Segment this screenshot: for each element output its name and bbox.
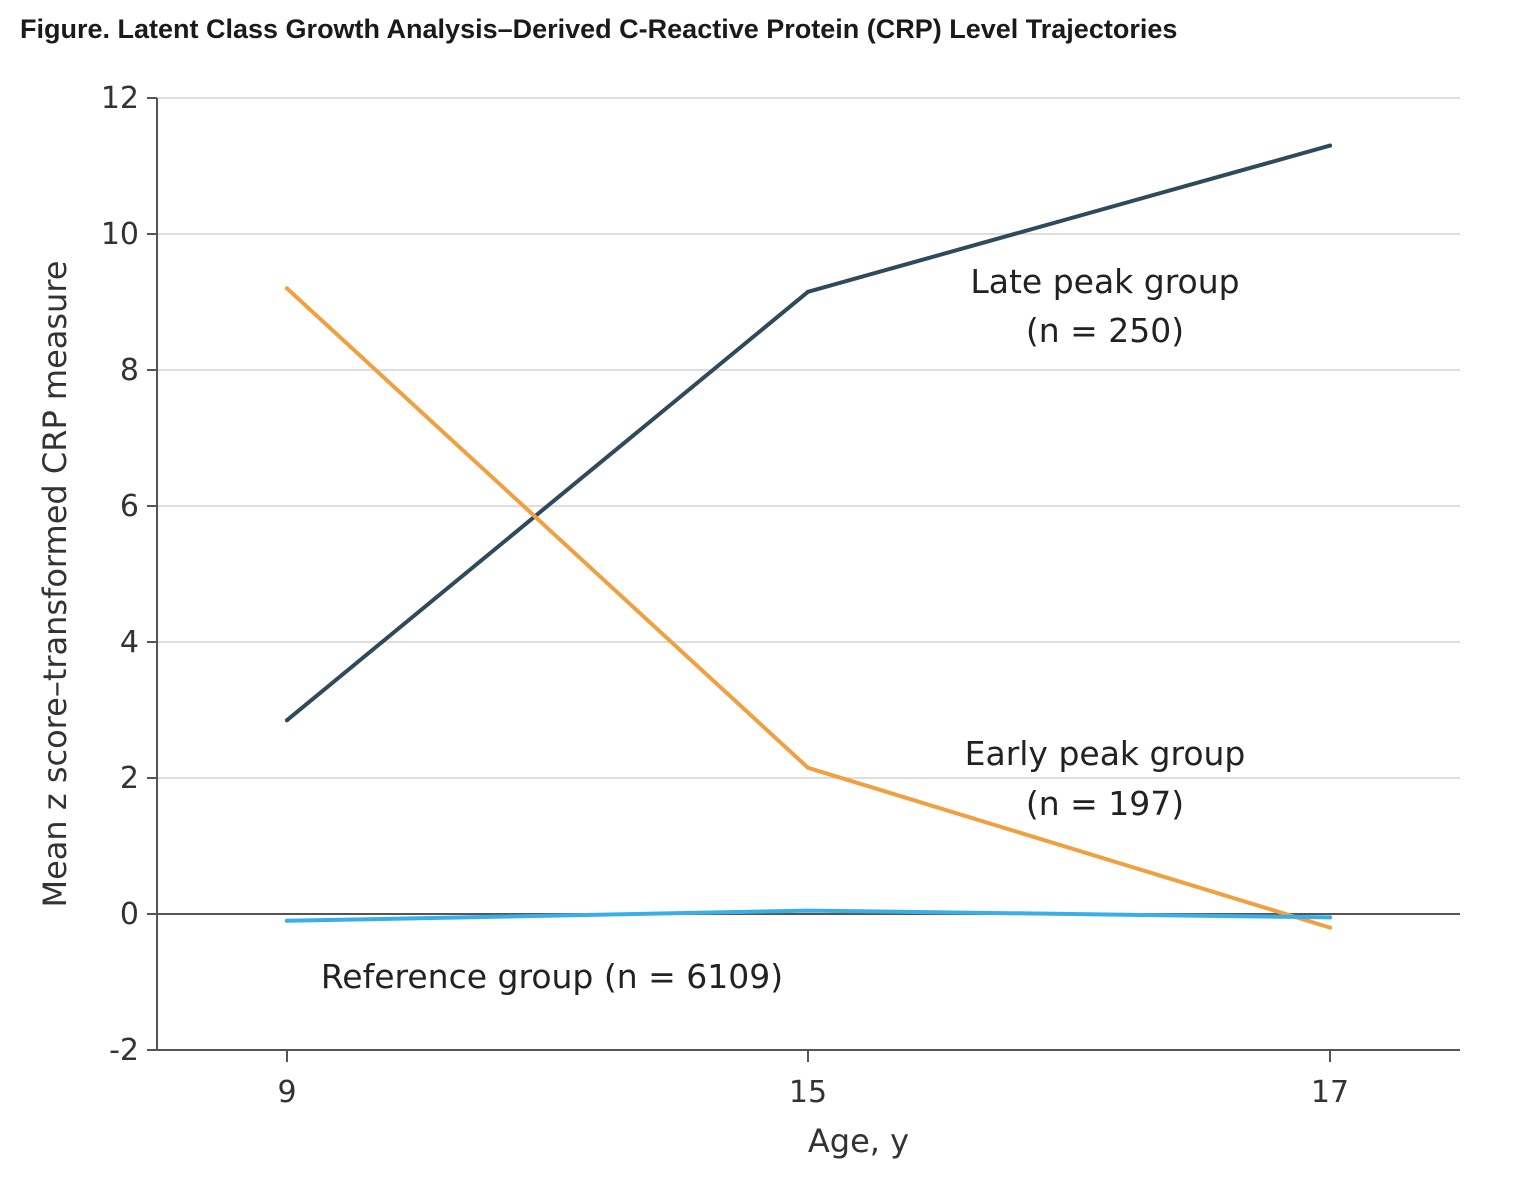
- x-tick-label: 9: [277, 1075, 296, 1110]
- data-point-0: [1328, 143, 1332, 148]
- series-label-2: Reference group (n = 6109): [321, 957, 783, 996]
- y-tick-label: 2: [120, 761, 139, 796]
- y-tick-label: 8: [120, 353, 139, 388]
- series-lines: [285, 143, 1332, 930]
- series-label-1: (n = 197): [1026, 784, 1184, 823]
- data-point-1: [1328, 925, 1332, 930]
- annotations: Late peak group (n = 250) Early peak group…: [321, 262, 1246, 996]
- y-tick-label: 0: [120, 897, 139, 932]
- data-point-0: [285, 718, 289, 723]
- data-point-1: [806, 765, 810, 770]
- grid-lines: [157, 97, 1460, 915]
- data-point-2: [285, 918, 289, 923]
- x-axis-title: Age, y: [808, 1122, 909, 1160]
- y-tick-label: 6: [120, 489, 139, 524]
- series-label-0: (n = 250): [1026, 311, 1184, 350]
- y-axis-title: Mean z score–transformed CRP measure: [36, 261, 74, 908]
- series-label-0: Late peak group: [970, 262, 1239, 301]
- y-tick-label: 4: [120, 625, 139, 660]
- data-point-2: [1328, 915, 1332, 920]
- y-tick-label: 10: [101, 217, 139, 252]
- data-point-0: [806, 289, 810, 294]
- data-point-2: [806, 908, 810, 913]
- series-label-1: Early peak group: [965, 734, 1246, 773]
- figure-title: Figure. Latent Class Growth Analysis–Der…: [20, 14, 1178, 44]
- series-line-1: [285, 286, 1332, 930]
- y-tick-label: 12: [101, 81, 139, 116]
- x-tick-label: 17: [1311, 1075, 1349, 1110]
- x-tick-label: 15: [789, 1075, 827, 1110]
- axes: 12 10 8 6 4 2 0 -2 9 15 17: [101, 81, 1460, 1110]
- data-point-1: [285, 286, 289, 291]
- y-tick-label: -2: [109, 1033, 139, 1068]
